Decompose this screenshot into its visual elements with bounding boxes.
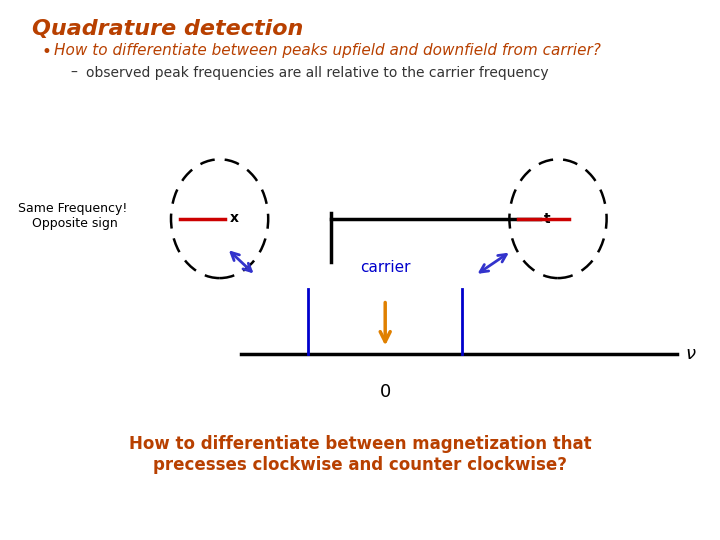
Text: •: • — [42, 43, 52, 61]
Text: $\nu$: $\nu$ — [685, 345, 697, 363]
Text: Quadrature detection: Quadrature detection — [32, 19, 304, 39]
Text: How to differentiate between peaks upfield and downfield from carrier?: How to differentiate between peaks upfie… — [54, 43, 601, 58]
Text: –: – — [71, 66, 78, 80]
Text: 0: 0 — [379, 383, 391, 401]
Text: Same Frequency!
 Opposite sign: Same Frequency! Opposite sign — [18, 202, 127, 230]
Text: How to differentiate between magnetization that: How to differentiate between magnetizati… — [129, 435, 591, 453]
Text: x: x — [230, 211, 239, 225]
Text: precesses clockwise and counter clockwise?: precesses clockwise and counter clockwis… — [153, 456, 567, 474]
Text: observed peak frequencies are all relative to the carrier frequency: observed peak frequencies are all relati… — [86, 66, 549, 80]
Text: t: t — [544, 212, 550, 226]
Text: carrier: carrier — [360, 260, 410, 275]
